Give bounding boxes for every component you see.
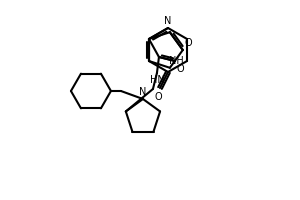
Text: O: O: [154, 92, 162, 102]
Text: O: O: [177, 64, 184, 74]
Text: N: N: [164, 16, 172, 26]
Text: O: O: [185, 38, 192, 48]
Text: HN: HN: [150, 75, 164, 85]
Text: N: N: [139, 87, 147, 97]
Text: NH: NH: [169, 56, 184, 66]
